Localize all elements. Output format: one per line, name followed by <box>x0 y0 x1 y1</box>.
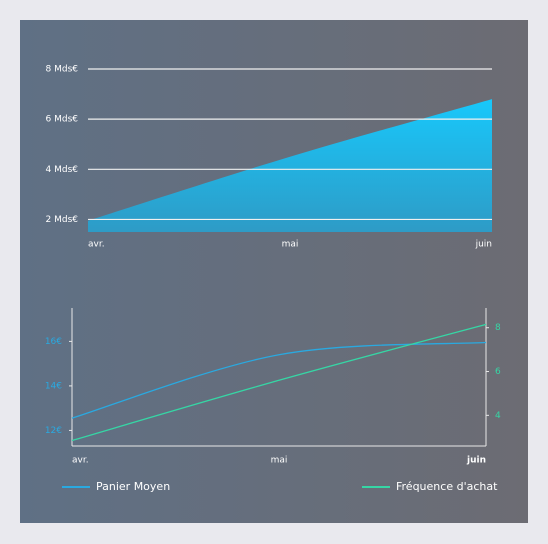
y-tick-label: 8 Mds€ <box>46 65 79 75</box>
x-tick-label: avr. <box>72 456 89 466</box>
y-tick-label: 6 Mds€ <box>46 115 79 125</box>
y-tick-label: 2 Mds€ <box>46 215 79 225</box>
y-tick-label: 14€ <box>45 381 62 391</box>
y-tick-label: 12€ <box>45 426 62 436</box>
x-tick-label: juin <box>466 456 486 466</box>
area <box>88 99 492 232</box>
line <box>71 323 487 442</box>
panel <box>20 20 528 523</box>
y-tick-label: 4 Mds€ <box>46 165 79 175</box>
legend-label: Panier Moyen <box>96 480 170 493</box>
y2-tick-label: 8 <box>495 323 501 333</box>
y2-tick-label: 4 <box>495 411 501 421</box>
x-tick-label: mai <box>271 456 288 466</box>
legend-label: Fréquence d'achat <box>396 480 498 493</box>
line <box>71 341 487 419</box>
x-tick-label: mai <box>282 240 299 250</box>
x-tick-label: avr. <box>88 240 105 250</box>
x-tick-label: juin <box>475 240 492 250</box>
y-tick-label: 16€ <box>45 337 62 347</box>
y2-tick-label: 6 <box>495 367 501 377</box>
